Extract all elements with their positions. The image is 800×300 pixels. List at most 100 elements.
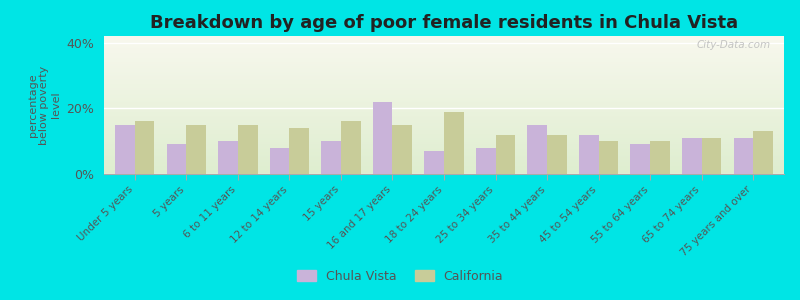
Bar [104, 76, 784, 77]
Bar [104, 149, 784, 151]
Bar [104, 164, 784, 166]
Bar [104, 151, 784, 152]
Bar [104, 145, 784, 146]
Bar [104, 93, 784, 94]
Bar [104, 70, 784, 72]
Bar [290, 128, 309, 174]
Bar [104, 101, 784, 102]
Bar [104, 156, 784, 158]
Bar [547, 135, 566, 174]
Bar [753, 131, 773, 174]
Bar [135, 122, 154, 174]
Legend: Chula Vista, California: Chula Vista, California [292, 265, 508, 288]
Bar [104, 123, 784, 124]
Bar [104, 73, 784, 75]
Bar [104, 86, 784, 87]
Bar [104, 142, 784, 144]
Bar [104, 100, 784, 101]
Bar [104, 55, 784, 57]
Bar [579, 135, 598, 174]
Bar [104, 75, 784, 76]
Bar [104, 68, 784, 69]
Bar [104, 133, 784, 134]
Bar [104, 167, 784, 169]
Bar [476, 148, 495, 174]
Bar [341, 122, 361, 174]
Bar [104, 162, 784, 163]
Bar [104, 120, 784, 122]
Bar [104, 128, 784, 130]
Bar [104, 140, 784, 141]
Bar [104, 153, 784, 155]
Bar [393, 125, 412, 174]
Bar [104, 103, 784, 105]
Bar [104, 172, 784, 174]
Bar [104, 137, 784, 138]
Bar [104, 62, 784, 64]
Bar [104, 146, 784, 148]
Bar [104, 119, 784, 120]
Bar [104, 141, 784, 142]
Bar [218, 141, 238, 174]
Bar [104, 65, 784, 66]
Bar [104, 80, 784, 82]
Bar [167, 144, 186, 174]
Bar [104, 84, 784, 86]
Bar [650, 141, 670, 174]
Bar [104, 57, 784, 58]
Bar [104, 110, 784, 112]
Text: City-Data.com: City-Data.com [696, 40, 770, 50]
Bar [104, 115, 784, 116]
Bar [444, 112, 463, 174]
Bar [238, 125, 258, 174]
Bar [104, 160, 784, 162]
Bar [104, 64, 784, 65]
Bar [104, 127, 784, 128]
Bar [104, 44, 784, 46]
Bar [104, 144, 784, 145]
Bar [425, 151, 444, 174]
Bar [104, 159, 784, 160]
Title: Breakdown by age of poor female residents in Chula Vista: Breakdown by age of poor female resident… [150, 14, 738, 32]
Bar [104, 94, 784, 95]
Bar [104, 169, 784, 170]
Bar [495, 135, 515, 174]
Bar [104, 91, 784, 93]
Bar [104, 39, 784, 40]
Bar [104, 126, 784, 127]
Bar [104, 77, 784, 79]
Bar [104, 43, 784, 44]
Bar [682, 138, 702, 174]
Bar [104, 122, 784, 123]
Bar [104, 130, 784, 131]
Bar [104, 163, 784, 164]
Bar [104, 148, 784, 149]
Bar [104, 50, 784, 51]
Bar [104, 38, 784, 39]
Bar [104, 66, 784, 68]
Bar [104, 48, 784, 50]
Bar [186, 125, 206, 174]
Bar [104, 138, 784, 140]
Bar [104, 155, 784, 156]
Bar [104, 166, 784, 167]
Bar [104, 134, 784, 135]
Bar [104, 113, 784, 115]
Bar [104, 79, 784, 80]
Bar [104, 72, 784, 73]
Bar [104, 131, 784, 133]
Bar [104, 158, 784, 159]
Bar [104, 116, 784, 117]
Bar [630, 144, 650, 174]
Bar [373, 102, 393, 174]
Bar [115, 125, 135, 174]
Bar [702, 138, 721, 174]
Bar [104, 40, 784, 41]
Bar [104, 46, 784, 47]
Bar [104, 54, 784, 55]
Bar [104, 69, 784, 70]
Bar [104, 87, 784, 88]
Bar [104, 59, 784, 61]
Bar [270, 148, 290, 174]
Bar [104, 88, 784, 90]
